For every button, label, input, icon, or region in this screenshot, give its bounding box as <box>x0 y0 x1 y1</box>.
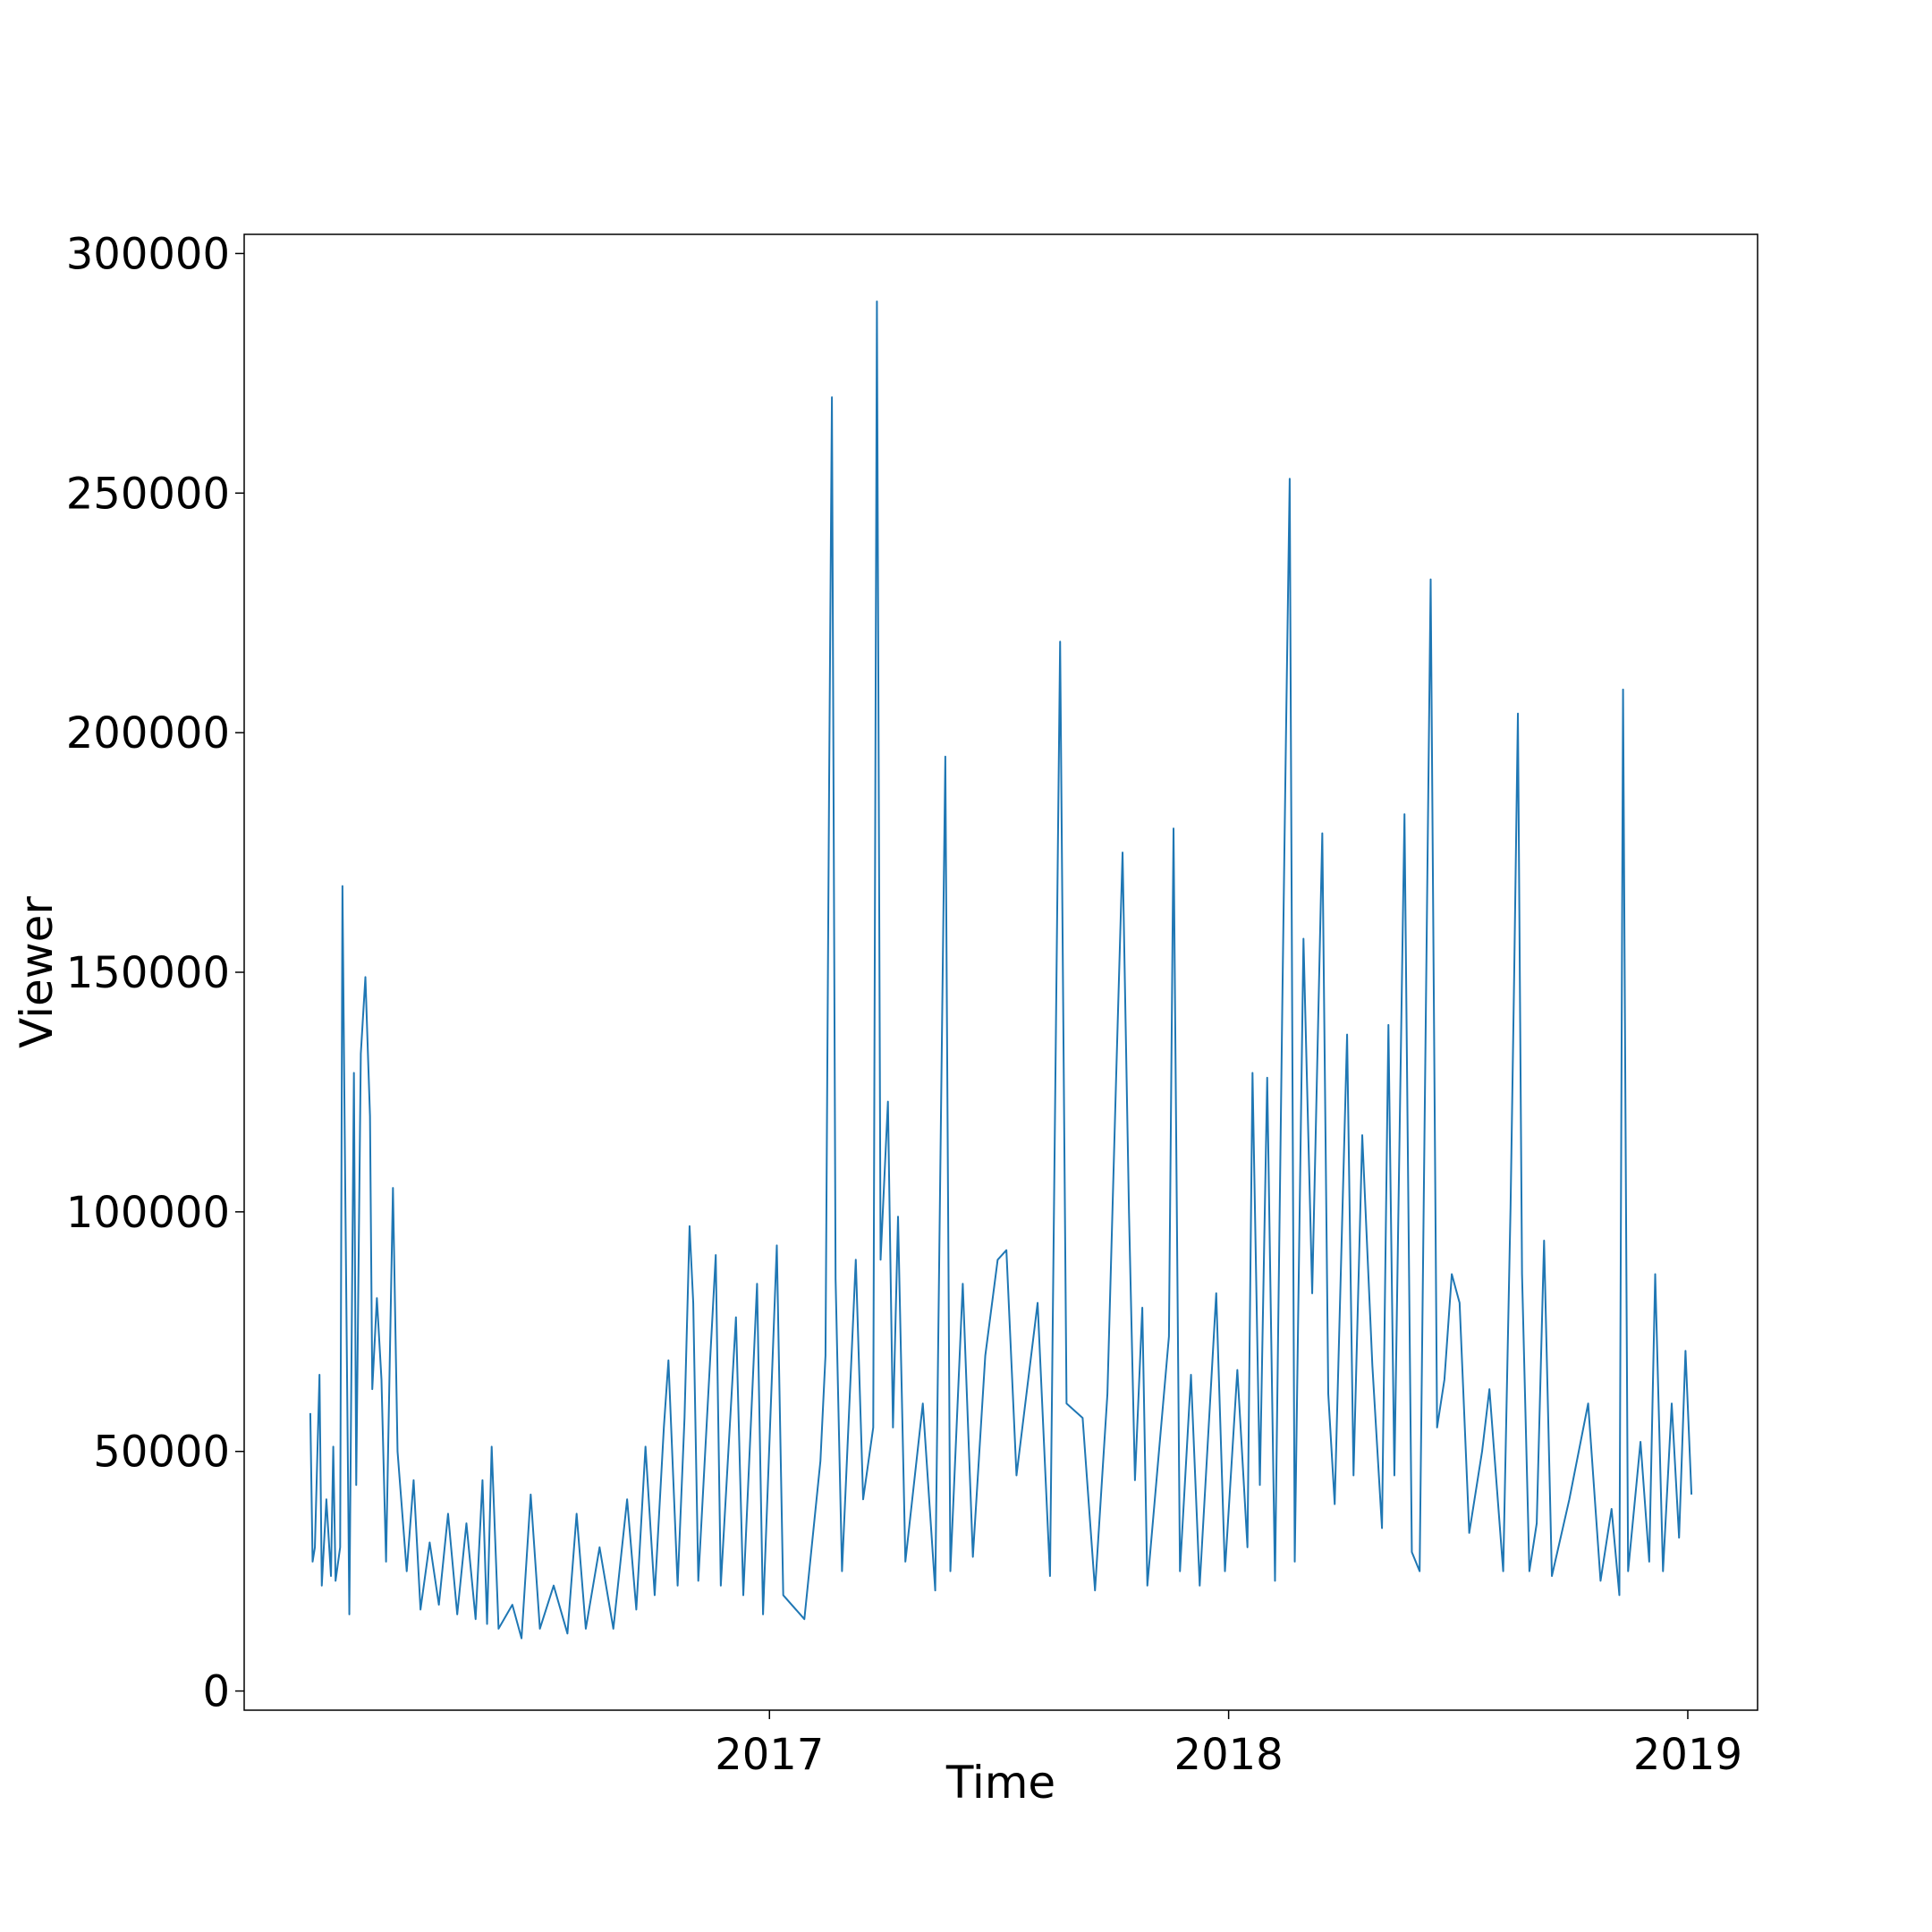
y-tick-label: 300000 <box>66 229 230 279</box>
y-tick-label: 100000 <box>66 1188 230 1238</box>
y-tick-label: 0 <box>202 1667 230 1717</box>
x-tick-label: 2019 <box>1633 1730 1742 1780</box>
y-tick-label: 250000 <box>66 469 230 519</box>
x-tick-label: 2018 <box>1174 1730 1284 1780</box>
data-line <box>309 301 1693 1640</box>
x-axis-label: Time <box>945 1757 1055 1809</box>
y-axis-label: Viewer <box>11 896 63 1048</box>
axes-frame <box>243 233 1758 1711</box>
y-tick-label: 150000 <box>66 948 230 998</box>
y-tick-label: 50000 <box>93 1428 230 1478</box>
x-tick-label: 2017 <box>715 1730 824 1780</box>
y-tick-label: 200000 <box>66 708 230 758</box>
